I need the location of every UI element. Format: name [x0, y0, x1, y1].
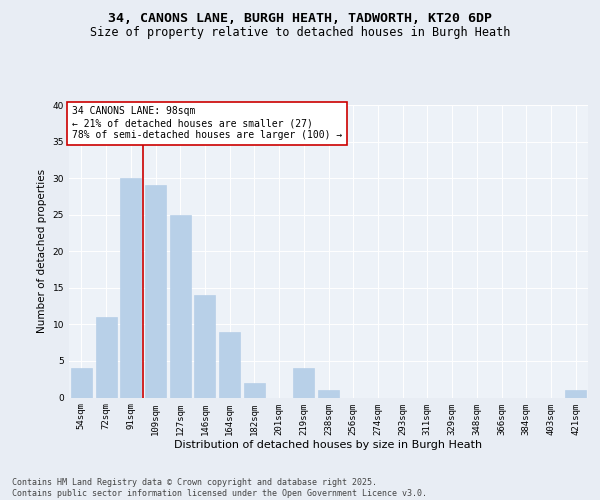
- Text: Contains HM Land Registry data © Crown copyright and database right 2025.
Contai: Contains HM Land Registry data © Crown c…: [12, 478, 427, 498]
- Text: 34 CANONS LANE: 98sqm
← 21% of detached houses are smaller (27)
78% of semi-deta: 34 CANONS LANE: 98sqm ← 21% of detached …: [71, 106, 342, 140]
- Bar: [293, 368, 314, 398]
- Bar: [170, 214, 191, 398]
- Bar: [120, 178, 141, 398]
- Bar: [95, 317, 116, 398]
- Y-axis label: Number of detached properties: Number of detached properties: [37, 169, 47, 334]
- Bar: [71, 368, 92, 398]
- Bar: [219, 332, 240, 398]
- Bar: [565, 390, 586, 398]
- Bar: [244, 383, 265, 398]
- Bar: [145, 186, 166, 398]
- Bar: [318, 390, 339, 398]
- Text: Size of property relative to detached houses in Burgh Heath: Size of property relative to detached ho…: [90, 26, 510, 39]
- X-axis label: Distribution of detached houses by size in Burgh Heath: Distribution of detached houses by size …: [175, 440, 482, 450]
- Text: 34, CANONS LANE, BURGH HEATH, TADWORTH, KT20 6DP: 34, CANONS LANE, BURGH HEATH, TADWORTH, …: [108, 12, 492, 26]
- Bar: [194, 295, 215, 398]
